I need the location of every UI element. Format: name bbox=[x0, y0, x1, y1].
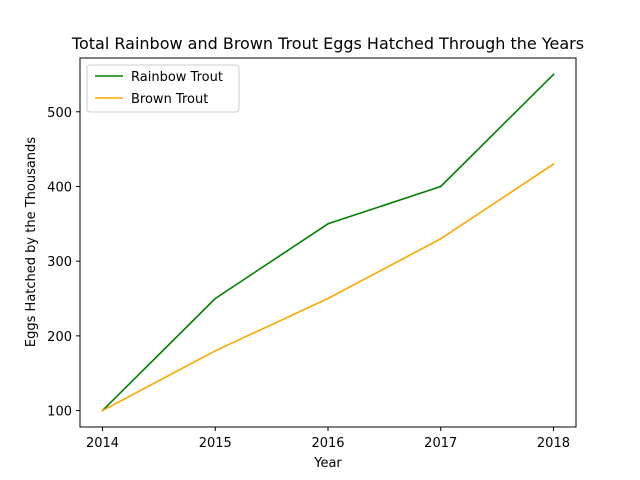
data-point bbox=[327, 223, 329, 225]
data-point bbox=[214, 350, 217, 352]
y-tick-label: 500 bbox=[47, 106, 72, 121]
x-tick-label: 2017 bbox=[424, 436, 457, 451]
x-tick-label: 2016 bbox=[311, 436, 344, 451]
plot-frame bbox=[79, 57, 577, 428]
x-tick-label: 2018 bbox=[537, 436, 570, 451]
data-point bbox=[214, 297, 217, 300]
data-point bbox=[439, 185, 442, 188]
plot-lines bbox=[101, 73, 555, 412]
legend-label: Brown Trout bbox=[131, 92, 208, 107]
y-axis-ticks: 100 200 300 400 500 bbox=[47, 106, 80, 420]
legend-label: Rainbow Trout bbox=[131, 70, 223, 85]
x-tick-label: 2015 bbox=[199, 436, 232, 451]
y-tick-label: 200 bbox=[47, 330, 72, 345]
series-line-0 bbox=[101, 73, 555, 412]
x-axis-ticks: 2014 2015 2016 2017 2018 bbox=[86, 427, 570, 451]
x-tick-label: 2014 bbox=[86, 436, 119, 451]
legend: Rainbow Trout Brown Trout bbox=[86, 64, 240, 113]
data-point bbox=[552, 73, 555, 76]
series-line-1 bbox=[101, 163, 555, 412]
y-tick-label: 100 bbox=[47, 405, 72, 420]
data-point bbox=[439, 237, 442, 240]
legend-box bbox=[86, 64, 240, 113]
y-axis-label: Eggs Hatched by the Thousands bbox=[24, 137, 39, 347]
y-tick-label: 400 bbox=[47, 180, 72, 195]
chart-title: Total Rainbow and Brown Trout Eggs Hatch… bbox=[71, 34, 584, 53]
data-point bbox=[327, 297, 329, 300]
x-axis-label: Year bbox=[313, 456, 342, 471]
y-tick-label: 300 bbox=[47, 255, 72, 270]
data-point bbox=[101, 409, 104, 412]
data-point bbox=[552, 163, 555, 165]
